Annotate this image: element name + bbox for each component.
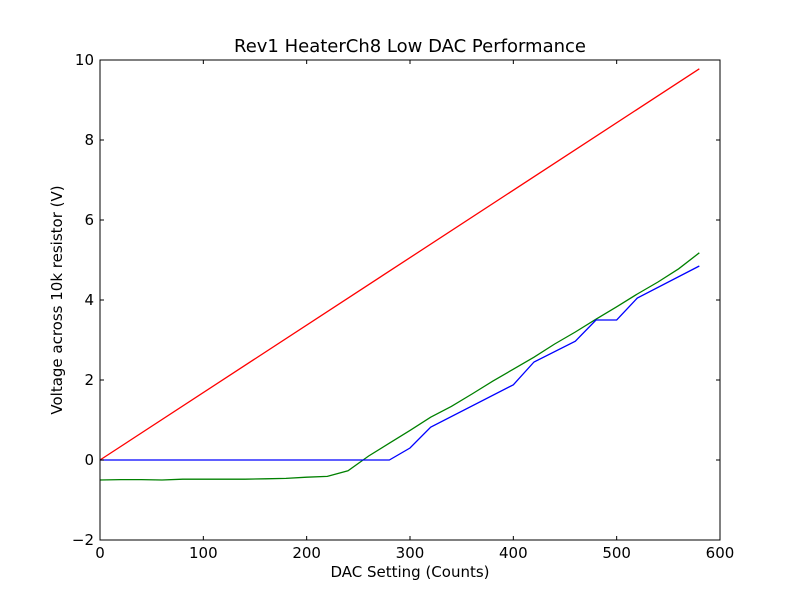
y-tick-label: −2 bbox=[72, 531, 94, 549]
series-line-2 bbox=[99, 252, 700, 481]
y-tick-label: 0 bbox=[84, 451, 94, 469]
series-layer bbox=[99, 68, 700, 481]
x-tick-label: 300 bbox=[396, 544, 425, 562]
series-line-3 bbox=[100, 265, 700, 461]
y-tick-label: 10 bbox=[75, 51, 94, 69]
x-tick-label: 200 bbox=[292, 544, 321, 562]
chart-title: Rev1 HeaterCh8 Low DAC Performance bbox=[234, 36, 586, 57]
series-line-1 bbox=[99, 68, 700, 461]
x-tick-label: 400 bbox=[499, 544, 528, 562]
x-tick-label: 600 bbox=[706, 544, 735, 562]
y-tick-label: 4 bbox=[84, 291, 94, 309]
x-axis-title: DAC Setting (Counts) bbox=[330, 563, 489, 581]
y-tick-label: 2 bbox=[84, 371, 94, 389]
y-tick-label: 6 bbox=[84, 211, 94, 229]
y-tick-label: 8 bbox=[84, 131, 94, 149]
x-tick-label: 0 bbox=[95, 544, 105, 562]
x-tick-label: 500 bbox=[602, 544, 631, 562]
y-axis-title: Voltage across 10k resistor (V) bbox=[48, 185, 66, 414]
x-tick-label: 100 bbox=[189, 544, 218, 562]
